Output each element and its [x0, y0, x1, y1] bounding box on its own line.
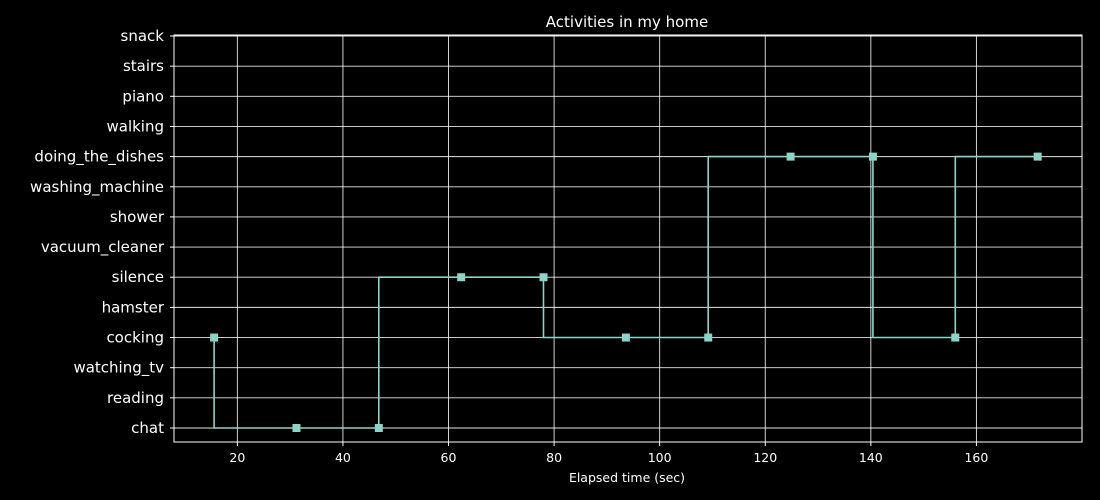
data-point-marker: [539, 273, 548, 282]
x-tick-label: 80: [546, 450, 562, 465]
y-tick-label: doing_the_dishes: [34, 148, 164, 167]
grid: [174, 35, 1082, 442]
data-point-marker: [704, 333, 713, 342]
y-tick-label: snack: [121, 27, 165, 45]
y-tick-label: hamster: [102, 298, 165, 316]
y-tick-label: shower: [110, 208, 165, 226]
data-point-marker: [621, 333, 630, 342]
data-point-marker: [1033, 152, 1042, 161]
x-tick-label: 100: [648, 450, 672, 465]
y-tick-label: stairs: [123, 57, 164, 75]
y-tick-label: watching_tv: [73, 359, 164, 378]
data-point-marker: [210, 333, 219, 342]
y-tick-label: walking: [106, 117, 164, 135]
series-layer: [210, 152, 1042, 432]
x-tick-label: 20: [229, 450, 245, 465]
y-axis-ticks: chat reading watching_tv cocking hamster sile…: [30, 27, 174, 437]
x-tick-label: 40: [335, 450, 351, 465]
data-point-marker: [786, 152, 795, 161]
y-tick-label: cocking: [106, 329, 164, 347]
y-tick-label: silence: [112, 268, 164, 286]
series-line: [213, 155, 1038, 429]
x-tick-label: 120: [753, 450, 777, 465]
data-point-marker: [374, 424, 383, 432]
data-point-marker: [868, 152, 877, 161]
data-point-marker: [457, 273, 466, 282]
y-tick-label: chat: [131, 419, 164, 437]
x-axis-ticks: 20 40 60 80 100 120 140 160: [229, 442, 988, 465]
data-point-marker: [292, 424, 301, 432]
data-point-marker: [951, 333, 960, 342]
plot-frame: [173, 34, 1083, 443]
x-tick-label: 160: [964, 450, 988, 465]
y-tick-label: reading: [107, 389, 164, 407]
y-tick-label: washing_machine: [30, 178, 164, 197]
y-tick-label: vacuum_cleaner: [41, 238, 165, 257]
x-tick-label: 60: [441, 450, 457, 465]
chart-title: Activities in my home: [546, 13, 708, 31]
y-tick-label: piano: [122, 87, 164, 105]
x-tick-label: 140: [859, 450, 883, 465]
x-axis-label: Elapsed time (sec): [569, 470, 685, 485]
